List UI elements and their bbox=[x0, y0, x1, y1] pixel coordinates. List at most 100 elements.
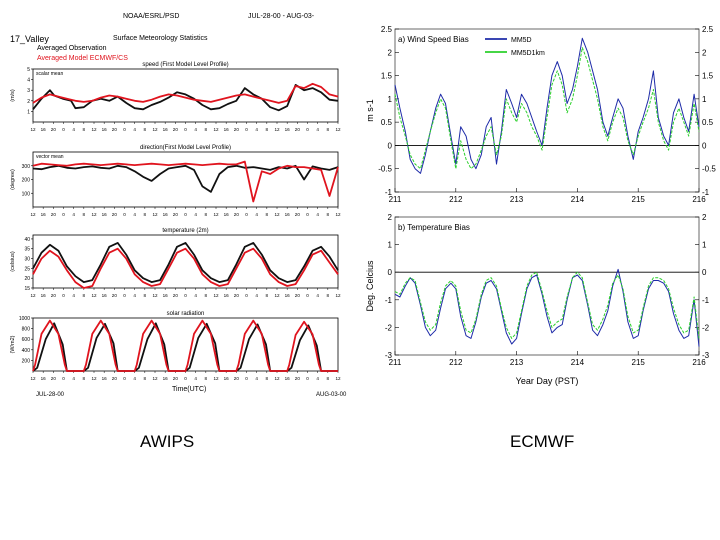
awips-x-tick-label: 8 bbox=[327, 293, 330, 298]
awips-x-tick-label: 20 bbox=[295, 293, 301, 298]
model-ecmwf-line bbox=[32, 319, 338, 372]
observation-line bbox=[32, 164, 339, 193]
awips-x-tick-label: 12 bbox=[274, 127, 280, 132]
awips-figure: NOAA/ESRL/PSD JUL-28-00 - AUG-03- 17_Val… bbox=[10, 13, 347, 398]
ecmwf-figure: a) Wind Speed Bias m s-1 2.5 2.5 2 2 1.5 1.5 1 1 0… bbox=[365, 25, 716, 386]
awips-x-tick-label: 8 bbox=[327, 376, 330, 381]
awips-x-tick-label: 0 bbox=[184, 127, 187, 132]
awips-x-tick-label: 16 bbox=[102, 127, 108, 132]
awips-y-tick-label: 1000 bbox=[19, 316, 30, 322]
awips-panels: speed (First Model Level Profile) scalar … bbox=[10, 62, 341, 381]
ecmwf-y-tick-label-left: 0 bbox=[388, 141, 393, 150]
awips-x-tick-label: 20 bbox=[234, 293, 240, 298]
ecmwf-y-tick-label-left: 2.5 bbox=[381, 25, 393, 34]
ecmwf-y-tick-label-right: 0 bbox=[702, 141, 707, 150]
awips-caption: AWIPS bbox=[140, 432, 195, 451]
awips-x-tick-label: 8 bbox=[205, 127, 208, 132]
awips-x-tick-label: 20 bbox=[112, 376, 118, 381]
awips-y-tick-label: 4 bbox=[27, 78, 30, 84]
awips-x-end-label: AUG-03-00 bbox=[316, 392, 347, 398]
awips-x-tick-label: 0 bbox=[62, 212, 65, 217]
awips-legend-model: Averaged Model ECMWF/CS bbox=[37, 55, 128, 62]
awips-x-tick-label: 0 bbox=[245, 127, 248, 132]
ecmwf-x-tick-label: 215 bbox=[632, 195, 646, 204]
ecmwf-y-tick-label-left: 0 bbox=[388, 268, 393, 277]
awips-y-tick-label: 100 bbox=[22, 191, 31, 197]
ecmwf-x-tick-label: 216 bbox=[692, 358, 706, 367]
awips-x-tick-label: 4 bbox=[316, 212, 319, 217]
mm5d1km-line bbox=[394, 47, 700, 170]
awips-x-tick-label: 4 bbox=[133, 127, 136, 132]
ecmwf-y-tick-label-left: 2 bbox=[388, 213, 393, 222]
awips-x-tick-label: 8 bbox=[266, 127, 269, 132]
awips-x-tick-label: 20 bbox=[234, 212, 240, 217]
awips-y-tick-label: 30 bbox=[24, 257, 30, 263]
awips-x-tick-label: 4 bbox=[255, 127, 258, 132]
awips-x-start-label: JUL-28-00 bbox=[36, 392, 65, 398]
awips-x-tick-label: 16 bbox=[41, 212, 47, 217]
awips-x-label: Time(UTC) bbox=[172, 386, 206, 393]
awips-y-tick-label: 400 bbox=[22, 348, 31, 354]
awips-x-tick-label: 4 bbox=[72, 376, 75, 381]
awips-x-tick-label: 12 bbox=[213, 376, 219, 381]
awips-y-tick-label: 40 bbox=[24, 237, 30, 243]
awips-x-tick-label: 8 bbox=[205, 293, 208, 298]
awips-panel-tag: vector mean bbox=[36, 154, 64, 160]
awips-x-tick-label: 20 bbox=[112, 293, 118, 298]
awips-x-tick-label: 4 bbox=[316, 376, 319, 381]
awips-y-tick-label: 600 bbox=[22, 337, 31, 343]
awips-x-tick-label: 20 bbox=[173, 127, 179, 132]
ecmwf-y-tick-label-right: -1 bbox=[702, 188, 710, 197]
awips-y-tick-label: 200 bbox=[22, 358, 31, 364]
awips-y-tick-label: 300 bbox=[22, 164, 31, 170]
mm5d-line bbox=[394, 268, 700, 347]
ecmwf-y-tick-label-left: -3 bbox=[385, 351, 393, 360]
awips-x-tick-label: 16 bbox=[224, 376, 230, 381]
legend-label: MM5D bbox=[511, 37, 532, 44]
awips-x-tick-label: 0 bbox=[62, 127, 65, 132]
ecmwf-x-tick-label: 213 bbox=[510, 358, 524, 367]
awips-x-tick-label: 20 bbox=[51, 127, 57, 132]
awips-x-tick-label: 0 bbox=[123, 127, 126, 132]
awips-x-tick-label: 12 bbox=[91, 376, 97, 381]
ecmwf-x-tick-label: 215 bbox=[632, 358, 646, 367]
awips-x-tick-label: 12 bbox=[30, 293, 36, 298]
awips-x-tick-label: 12 bbox=[30, 376, 36, 381]
awips-x-tick-label: 16 bbox=[102, 212, 108, 217]
awips-x-tick-label: 8 bbox=[266, 376, 269, 381]
ecmwf-y-tick-label-left: 0.5 bbox=[381, 118, 393, 127]
awips-x-tick-label: 20 bbox=[51, 293, 57, 298]
awips-x-tick-label: 8 bbox=[327, 127, 330, 132]
awips-x-tick-label: 16 bbox=[224, 293, 230, 298]
awips-panel-title: solar radiation bbox=[167, 311, 205, 317]
awips-x-tick-label: 4 bbox=[255, 212, 258, 217]
awips-x-tick-label: 8 bbox=[83, 376, 86, 381]
ecmwf-legend: MM5D MM5D1km bbox=[485, 37, 545, 57]
awips-x-tick-label: 12 bbox=[91, 212, 97, 217]
ecmwf-y-tick-label-left: 1 bbox=[388, 95, 393, 104]
awips-x-tick-label: 0 bbox=[306, 293, 309, 298]
awips-x-tick-label: 20 bbox=[112, 127, 118, 132]
awips-x-tick-label: 12 bbox=[335, 127, 341, 132]
awips-x-tick-label: 4 bbox=[72, 127, 75, 132]
model-ecmwf-line bbox=[32, 160, 339, 203]
awips-x-tick-label: 16 bbox=[163, 212, 169, 217]
awips-y-tick-label: 200 bbox=[22, 178, 31, 184]
awips-x-tick-label: 0 bbox=[184, 212, 187, 217]
awips-x-tick-label: 8 bbox=[266, 293, 269, 298]
ecmwf-caption: ECMWF bbox=[510, 432, 575, 451]
awips-x-tick-label: 12 bbox=[335, 293, 341, 298]
ecmwf-panel-1: a) Wind Speed Bias m s-1 2.5 2.5 2 2 1.5 1.5 1 1 0… bbox=[365, 25, 716, 204]
awips-x-tick-label: 8 bbox=[327, 212, 330, 217]
awips-x-tick-label: 12 bbox=[30, 127, 36, 132]
ecmwf-y-tick-label-right: 2 bbox=[702, 48, 707, 57]
ecmwf-x-tick-label: 212 bbox=[449, 195, 463, 204]
awips-panel-tag: scalar mean bbox=[36, 71, 63, 77]
awips-x-tick-label: 12 bbox=[213, 293, 219, 298]
ecmwf-panel-title: b) Temperature Bias bbox=[398, 223, 470, 232]
awips-x-tick-label: 12 bbox=[213, 127, 219, 132]
awips-x-tick-label: 16 bbox=[224, 127, 230, 132]
ecmwf-plot-frame bbox=[394, 216, 700, 356]
awips-x-tick-label: 4 bbox=[194, 293, 197, 298]
awips-x-tick-label: 4 bbox=[255, 376, 258, 381]
